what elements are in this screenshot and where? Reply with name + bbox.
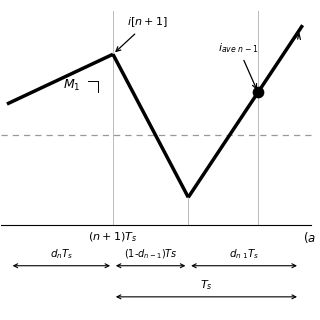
Text: $d_nT_s$: $d_nT_s$ [50, 247, 73, 261]
Text: $T_s$: $T_s$ [200, 278, 213, 292]
Text: $(a$: $(a$ [303, 230, 316, 245]
Text: $d_{n\ 1}T_s$: $d_{n\ 1}T_s$ [229, 247, 259, 261]
Text: $(1\text{-}d_{n-1})Ts$: $(1\text{-}d_{n-1})Ts$ [124, 247, 178, 261]
Text: $(n+1)T_s$: $(n+1)T_s$ [88, 230, 138, 244]
Point [255, 90, 260, 95]
Text: $i[n+1]$: $i[n+1]$ [116, 16, 168, 52]
Text: $M_1$: $M_1$ [63, 78, 80, 93]
Text: $i_{ave\ n-1}$: $i_{ave\ n-1}$ [218, 41, 259, 89]
